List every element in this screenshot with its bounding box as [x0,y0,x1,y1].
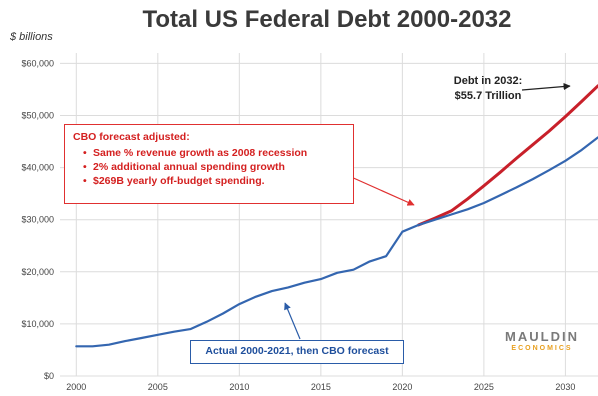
unit-label: $ billions [10,31,53,43]
callout-bullet: Same % revenue growth as 2008 recession [83,146,345,160]
x-tick-label: 2025 [474,382,494,392]
series-line-actual-cbo [75,136,598,348]
actual-forecast-callout: Actual 2000-2021, then CBO forecast [190,340,404,364]
logo-line2: ECONOMICS [511,345,573,352]
callout-bullet-list: Same % revenue growth as 2008 recession … [73,146,345,188]
mauldin-economics-logo: MAULDIN ECONOMICS [492,329,592,352]
cbo-adjusted-callout: CBO forecast adjusted: Same % revenue gr… [64,124,354,204]
x-tick-label: 2010 [229,382,249,392]
x-tick-label: 2030 [555,382,575,392]
y-tick-label: $40,000 [21,163,54,173]
y-tick-label: $0 [44,371,54,381]
y-tick-label: $10,000 [21,319,54,329]
debt-note-line1: Debt in 2032: [453,75,523,87]
callout-bullet: $269B yearly off-budget spending. [83,174,345,188]
y-tick-label: $50,000 [21,111,54,121]
x-tick-label: 2020 [392,382,412,392]
debt-2032-note: Debt in 2032: $55.7 Trillion [442,74,534,104]
x-tick-label: 2005 [148,382,168,392]
chart-title: Total US Federal Debt 2000-2032 [142,6,512,33]
blue-callout-arrow [284,302,301,340]
y-tick-label: $60,000 [21,58,54,68]
x-tick-label: 2015 [311,382,331,392]
debt-note-line2: $55.7 Trillion [454,90,522,102]
logo-line1: MAULDIN [505,329,579,344]
callout-bullet: 2% additional annual spending growth [83,160,345,174]
x-tick-label: 2000 [66,382,86,392]
y-tick-label: $20,000 [21,267,54,277]
debt-note-arrow [521,82,571,91]
callout-heading: CBO forecast adjusted: [73,131,190,143]
series-line-cbo-adjusted [417,84,598,227]
y-tick-label: $30,000 [21,215,54,225]
